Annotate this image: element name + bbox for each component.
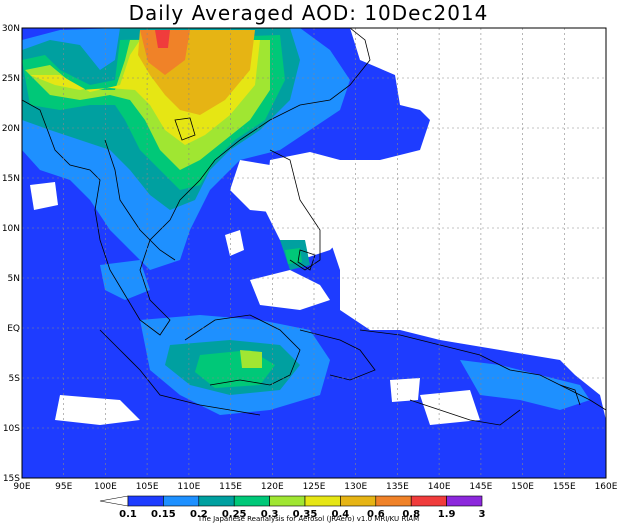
x-tick-label: 150E (511, 482, 534, 492)
y-tick-label: EQ (7, 324, 20, 334)
y-axis-ticks: 15S 10S 5S EQ 5N 10N 15N 20N 25N 30N (2, 24, 20, 484)
y-tick-label: 30N (2, 24, 20, 34)
x-tick-label: 155E (553, 482, 576, 492)
colorbar-swatch (305, 496, 340, 506)
aod-clear-10 (390, 378, 420, 402)
aod-level-0.3-b (240, 350, 262, 368)
colorbar-swatch (234, 496, 269, 506)
y-tick-label: 5N (8, 274, 20, 284)
y-tick-label: 15N (2, 174, 20, 184)
colorbar-swatch (340, 496, 375, 506)
colorbar-swatch (447, 496, 482, 506)
colorbar-swatch (411, 496, 446, 506)
aod-level-0.25-c (285, 248, 302, 264)
x-tick-label: 125E (303, 482, 326, 492)
aod-clear-5 (30, 182, 58, 210)
y-tick-label: 10S (3, 424, 20, 434)
y-tick-label: 15S (3, 474, 20, 484)
y-tick-label: 10N (2, 224, 20, 234)
x-tick-label: 105E (136, 482, 159, 492)
colorbar-swatch (270, 496, 305, 506)
colorbar-swatch (128, 496, 163, 506)
colorbar-swatch (376, 496, 411, 506)
y-tick-label: 5S (9, 374, 21, 384)
x-tick-label: 160E (595, 482, 617, 492)
x-tick-label: 100E (94, 482, 117, 492)
x-tick-label: 130E (344, 482, 367, 492)
aod-clear-9 (420, 390, 480, 425)
x-tick-label: 110E (177, 482, 200, 492)
colorbar-arrow-low (100, 496, 128, 506)
credit-text: The Japanese Reanalysis for Aerosol (JRA… (0, 515, 617, 523)
x-tick-label: 145E (469, 482, 492, 492)
x-tick-label: 115E (219, 482, 242, 492)
x-tick-label: 120E (261, 482, 284, 492)
colorbar-swatch (163, 496, 198, 506)
y-tick-label: 20N (2, 124, 20, 134)
x-tick-label: 135E (386, 482, 409, 492)
x-tick-label: 140E (428, 482, 451, 492)
x-tick-label: 95E (55, 482, 72, 492)
colorbar-swatch (199, 496, 234, 506)
x-axis-ticks: 90E95E100E105E110E115E120E125E130E135E14… (13, 482, 617, 492)
y-tick-label: 25N (2, 74, 20, 84)
